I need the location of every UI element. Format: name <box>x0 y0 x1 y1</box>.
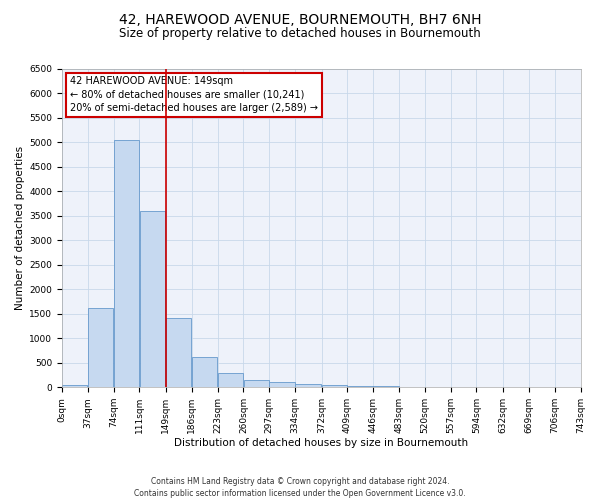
Bar <box>114 140 139 387</box>
Text: Size of property relative to detached houses in Bournemouth: Size of property relative to detached ho… <box>119 28 481 40</box>
Bar <box>322 385 347 387</box>
Bar <box>192 357 217 387</box>
Bar <box>347 386 373 387</box>
Bar <box>166 318 191 387</box>
Text: Contains HM Land Registry data © Crown copyright and database right 2024.
Contai: Contains HM Land Registry data © Crown c… <box>134 476 466 498</box>
Bar <box>218 372 243 387</box>
Bar <box>269 382 295 387</box>
Bar <box>295 384 320 387</box>
Bar <box>244 380 269 387</box>
Bar <box>88 308 113 387</box>
Bar <box>373 386 399 387</box>
Text: 42 HAREWOOD AVENUE: 149sqm
← 80% of detached houses are smaller (10,241)
20% of : 42 HAREWOOD AVENUE: 149sqm ← 80% of deta… <box>70 76 317 113</box>
Y-axis label: Number of detached properties: Number of detached properties <box>15 146 25 310</box>
Text: 42, HAREWOOD AVENUE, BOURNEMOUTH, BH7 6NH: 42, HAREWOOD AVENUE, BOURNEMOUTH, BH7 6N… <box>119 12 481 26</box>
X-axis label: Distribution of detached houses by size in Bournemouth: Distribution of detached houses by size … <box>174 438 468 448</box>
Bar <box>140 210 165 387</box>
Bar <box>62 385 88 387</box>
